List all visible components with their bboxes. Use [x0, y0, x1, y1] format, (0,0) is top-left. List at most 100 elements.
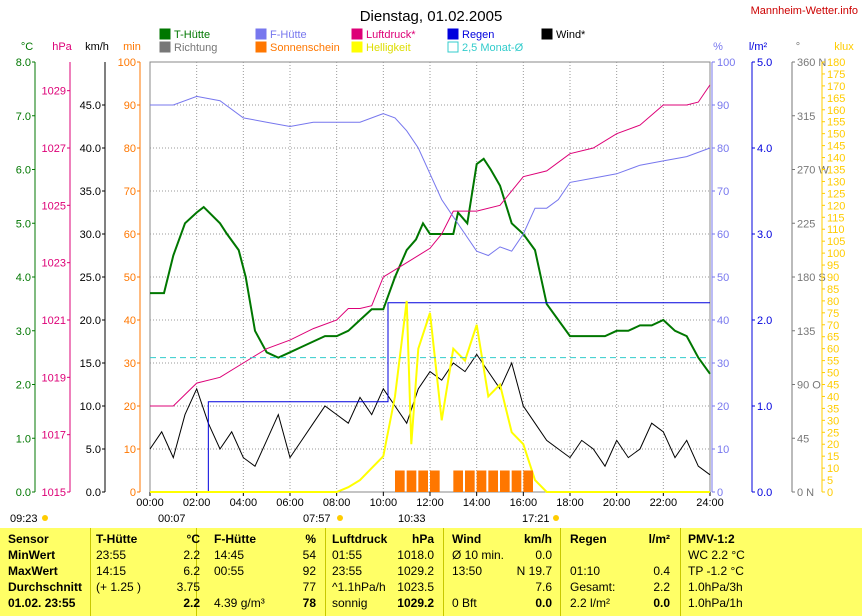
- left-axis-tick-label: 1025: [42, 200, 66, 212]
- left-axis-tick-label: 15.0: [80, 358, 101, 370]
- table-divider: [680, 528, 681, 616]
- sun-icon-morning: [42, 515, 48, 521]
- table-cell: Regen: [570, 532, 607, 546]
- right-axis-tick-label: 0.0: [757, 487, 772, 499]
- series-line: [150, 95, 711, 257]
- table-divider: [325, 528, 326, 616]
- right-axis-tick-label: 100: [827, 248, 845, 260]
- table-cell: 01:55: [332, 548, 363, 562]
- right-axis-tick-label: 30: [717, 358, 729, 370]
- table-cell: 0.0: [535, 596, 552, 610]
- right-axis-tick-label: 50: [717, 272, 729, 284]
- table-cell: WC 2.2 °C: [688, 548, 745, 562]
- right-axis-tick-label: 20: [717, 401, 729, 413]
- right-axis-tick-label: 55: [827, 356, 839, 368]
- right-axis-tick-label: 70: [717, 186, 729, 198]
- left-axis-tick-label: 25.0: [80, 272, 101, 284]
- right-axis-tick-label: 85: [827, 284, 839, 296]
- table-cell: F-Hütte: [214, 532, 256, 546]
- table-cell: 1029.2: [397, 596, 434, 610]
- right-axes: %0102030405060708090100l/m²0.01.02.03.04…: [711, 41, 854, 499]
- table-cell: MinWert: [8, 548, 56, 562]
- right-axis-tick-label: 3.0: [757, 229, 772, 241]
- table-cell: 2.2: [653, 580, 670, 594]
- x-axis-tick-label: 12:00: [416, 497, 444, 509]
- right-axis-tick-label: 40: [717, 315, 729, 327]
- table-cell: TP -1.2 °C: [688, 564, 744, 578]
- table-cell: 01:10: [570, 564, 601, 578]
- left-axis-tick-label: 100: [118, 57, 136, 69]
- x-axis-tick-label: 18:00: [556, 497, 584, 509]
- right-axis-tick-label: 0: [717, 487, 723, 499]
- left-axis-unit: hPa: [52, 41, 72, 53]
- x-axis-tick-label: 16:00: [510, 497, 538, 509]
- table-cell: 14:15: [96, 564, 127, 578]
- table-divider: [90, 528, 91, 616]
- right-axis-tick-label: 145: [827, 141, 845, 153]
- left-axis-unit: km/h: [85, 41, 109, 53]
- right-axis-tick-label: 105: [827, 236, 845, 248]
- left-axis-tick-label: 70: [124, 186, 136, 198]
- table-cell: N 19.7: [516, 564, 552, 578]
- table-cell: 23:55: [332, 564, 363, 578]
- right-axis-tick-label: 0: [827, 487, 833, 499]
- right-axis-tick-label: 180: [827, 57, 845, 69]
- right-axis-tick-label: 65: [827, 332, 839, 344]
- series-line: [150, 84, 711, 407]
- site-link[interactable]: Mannheim-Wetter.info: [751, 5, 858, 17]
- left-axis-unit: min: [123, 41, 141, 53]
- legend-swatch: [255, 41, 267, 53]
- legend-swatch: [447, 28, 459, 40]
- right-axis-tick-label: 30: [827, 415, 839, 427]
- series-line: [150, 300, 710, 493]
- table-cell: Durchschnitt: [8, 580, 83, 594]
- table-cell: 23:55: [96, 548, 127, 562]
- left-axis-tick-label: 1.0: [16, 433, 31, 445]
- x-axis-tick-label: 10:00: [370, 497, 398, 509]
- table-cell: 1029.2: [397, 564, 434, 578]
- left-axis-unit: °C: [21, 41, 33, 53]
- sunshine-bar: [476, 470, 487, 492]
- weather-chart: Dienstag, 01.02.2005 Mannheim-Wetter.inf…: [10, 5, 858, 525]
- legend-swatch: [255, 28, 267, 40]
- right-axis-tick-label: 80: [827, 296, 839, 308]
- table-cell: Wind: [452, 532, 482, 546]
- right-axis-tick-label: 80: [717, 143, 729, 155]
- right-axis-tick-label: 10: [827, 463, 839, 475]
- sunrise-icon: [337, 515, 343, 521]
- series-line: [150, 157, 711, 375]
- left-axis-tick-label: 20.0: [80, 315, 101, 327]
- left-axis-tick-label: 40: [124, 315, 136, 327]
- sunshine-bar: [523, 470, 533, 492]
- right-axis-tick-label: 75: [827, 308, 839, 320]
- morning-time-label: 09:23: [10, 513, 38, 525]
- legend-label: Helligkeit: [366, 42, 411, 54]
- right-axis-tick-label: 135: [827, 165, 845, 177]
- legend-label: 2,5 Monat-Ø: [462, 42, 524, 54]
- sunshine-bar: [500, 470, 510, 492]
- left-axis-tick-label: 6.0: [16, 165, 31, 177]
- table-cell: Gesamt:: [570, 580, 616, 594]
- table-cell: 14:45: [214, 548, 245, 562]
- right-axis-tick-label: 70: [827, 320, 839, 332]
- right-axis-tick-label: 170: [827, 81, 845, 93]
- sunshine-bar: [488, 470, 498, 492]
- left-axis-tick-label: 1019: [42, 372, 66, 384]
- table-cell: km/h: [523, 532, 552, 546]
- right-axis-unit: l/m²: [749, 41, 768, 53]
- left-axis-tick-label: 20: [124, 401, 136, 413]
- table-cell: Sensor: [8, 532, 49, 546]
- table-cell: 0.0: [535, 548, 552, 562]
- series-line: [149, 353, 711, 476]
- right-axis-tick-label: 130: [827, 176, 845, 188]
- legend-swatch: [351, 41, 363, 53]
- left-axis-tick-label: 0.0: [86, 487, 101, 499]
- table-cell: T-Hütte: [96, 532, 138, 546]
- right-axis-tick-label: 5: [827, 475, 833, 487]
- table-cell: 3.75: [176, 580, 200, 594]
- right-axis-tick-label: 175: [827, 69, 845, 81]
- x-axis-ticks: 00:00 02:00 04:00 06:00 08:00 10:00 12:00 14:00…: [136, 492, 724, 509]
- right-axis-tick-label: 40: [827, 391, 839, 403]
- right-axis-tick-label: 120: [827, 200, 845, 212]
- right-axis-unit: klux: [834, 41, 854, 53]
